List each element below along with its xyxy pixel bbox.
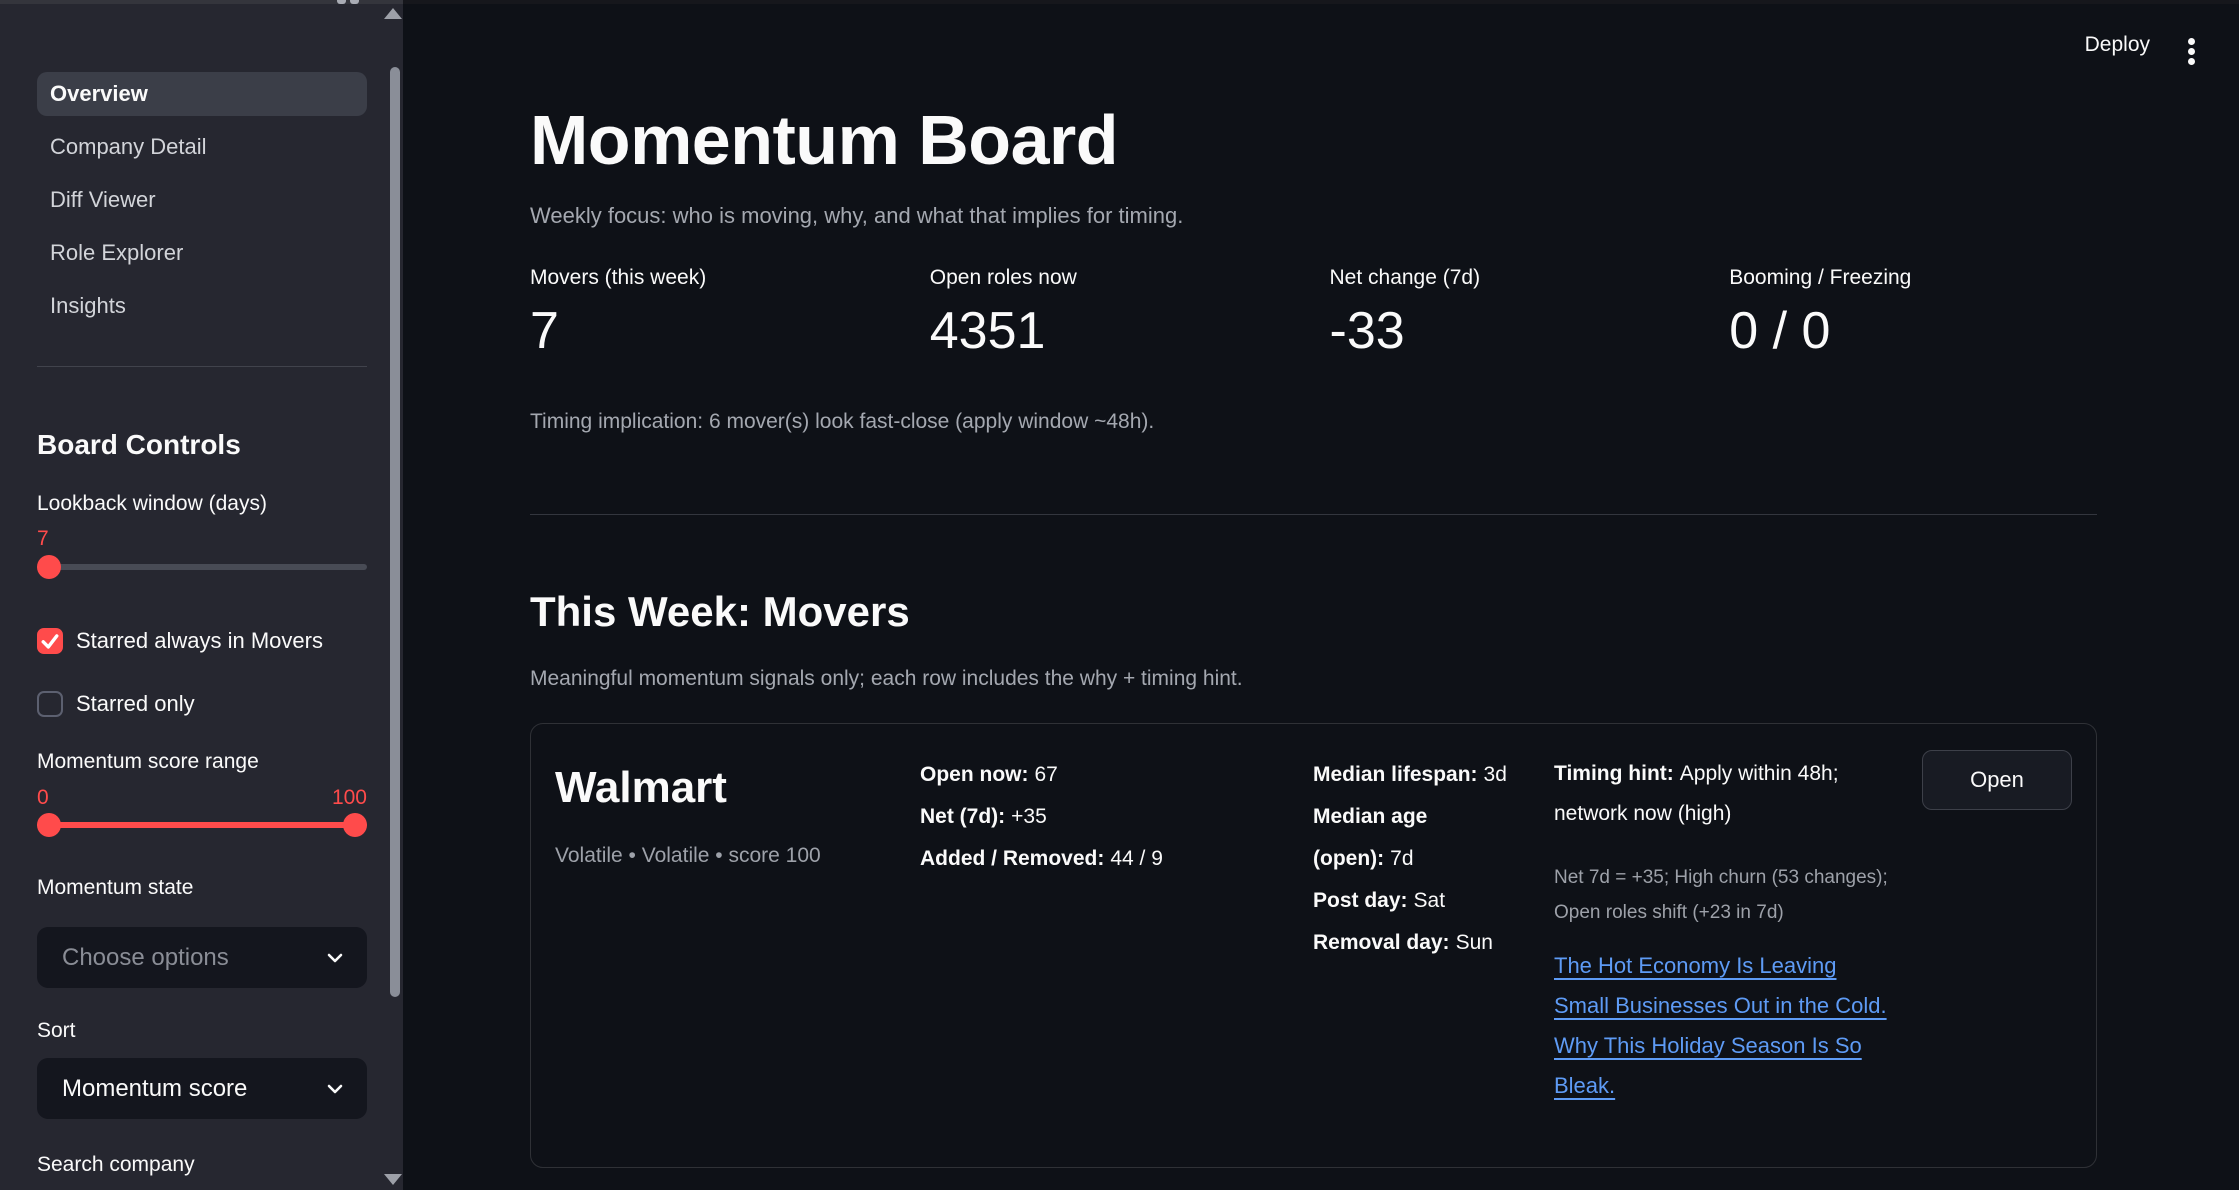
meta-label: Removal day: xyxy=(1313,931,1450,954)
metric-value: 4351 xyxy=(929,302,1046,360)
news-article-link[interactable]: The Hot Economy Is Leaving Small Busines… xyxy=(1554,953,1887,1098)
metric-value: -33 xyxy=(1329,302,1405,360)
checkbox-starred-always[interactable]: Starred always in Movers xyxy=(37,628,323,654)
sidebar-divider xyxy=(37,366,367,367)
timing-implication-note: Timing implication: 6 mover(s) look fast… xyxy=(530,410,1155,433)
movers-section-title: This Week: Movers xyxy=(530,588,910,635)
metric-open-roles: Open roles now 4351 xyxy=(930,266,1298,361)
window-top-edge xyxy=(403,0,2239,4)
stat-label: Added / Removed: xyxy=(920,847,1105,870)
sidebar-item-diff-viewer[interactable]: Diff Viewer xyxy=(50,187,156,212)
stat-net-7d: Net (7d): +35 xyxy=(920,796,1288,838)
timing-hint-label: Timing hint: xyxy=(1554,762,1674,785)
meta-median-age: Median age (open): 7d xyxy=(1313,796,1529,880)
metric-label: Booming / Freezing xyxy=(1729,266,1912,289)
checkbox-box[interactable] xyxy=(37,628,63,654)
metric-value: 7 xyxy=(530,302,559,360)
company-name: Walmart xyxy=(555,763,727,812)
sort-label: Sort xyxy=(37,1019,76,1042)
timing-hint: Timing hint: Apply within 48h; network no… xyxy=(1554,754,1894,834)
meta-value: 7d xyxy=(1390,847,1414,870)
stat-added-removed: Added / Removed: 44 / 9 xyxy=(920,838,1288,880)
meta-label: Median age (open): xyxy=(1313,805,1428,870)
chevron-down-icon xyxy=(327,1084,343,1093)
metric-value: 0 / 0 xyxy=(1729,302,1831,360)
mover-card-stats-col: Open now: 67 Net (7d): +35 Added / Removed… xyxy=(920,748,1288,1143)
sort-select[interactable]: Momentum score xyxy=(37,1058,367,1119)
checkbox-label: Starred only xyxy=(76,691,195,716)
score-range-min: 0 xyxy=(37,786,49,809)
checkbox-label: Starred always in Movers xyxy=(76,628,323,653)
score-range-max: 100 xyxy=(331,786,367,809)
lookback-slider-track[interactable] xyxy=(37,564,367,570)
page-subtitle: Weekly focus: who is moving, why, and wh… xyxy=(530,203,1184,228)
sidebar-nav: Overview Company Detail Diff Viewer Role… xyxy=(37,72,367,337)
search-company-label: Search company xyxy=(37,1153,195,1176)
score-range-track[interactable] xyxy=(37,822,367,828)
score-range-thumb-max[interactable] xyxy=(343,813,367,837)
stat-open-now: Open now: 67 xyxy=(920,754,1288,796)
meta-value: 3d xyxy=(1483,763,1507,786)
mover-card-timing-col: Timing hint: Apply within 48h; network no… xyxy=(1554,748,1894,1143)
sidebar-item-company-detail[interactable]: Company Detail xyxy=(50,134,207,159)
metric-label: Movers (this week) xyxy=(530,266,707,289)
momentum-state-placeholder: Choose options xyxy=(62,943,229,971)
stat-value: 67 xyxy=(1034,763,1058,786)
metric-movers: Movers (this week) 7 xyxy=(530,266,898,361)
stat-label: Open now: xyxy=(920,763,1029,786)
meta-removal-day: Removal day: Sun xyxy=(1313,922,1529,964)
sidebar: Overview Company Detail Diff Viewer Role… xyxy=(0,0,403,1190)
score-range-thumb-min[interactable] xyxy=(37,813,61,837)
sidebar-item-overview[interactable]: Overview xyxy=(37,72,367,116)
section-divider xyxy=(530,514,2097,515)
mover-card-company-col: Walmart Volatile • Volatile • score 100 xyxy=(555,748,895,1143)
checkbox-starred-only[interactable]: Starred only xyxy=(37,691,195,717)
chevron-down-icon xyxy=(327,953,343,962)
checkbox-box[interactable] xyxy=(37,691,63,717)
meta-median-lifespan: Median lifespan: 3d xyxy=(1313,754,1529,796)
metric-net-change: Net change (7d) -33 xyxy=(1330,266,1698,361)
scrollbar-down-icon[interactable] xyxy=(384,1174,402,1185)
movers-section-caption: Meaningful momentum signals only; each r… xyxy=(530,667,1243,690)
meta-value: Sun xyxy=(1455,931,1493,954)
board-controls-heading: Board Controls xyxy=(37,429,241,460)
meta-post-day: Post day: Sat xyxy=(1313,880,1529,922)
score-range-label: Momentum score range xyxy=(37,750,259,773)
timing-hint-value: Apply within 48h; network now (high) xyxy=(1554,762,1839,825)
metric-label: Net change (7d) xyxy=(1329,266,1481,289)
meta-label: Median lifespan: xyxy=(1313,763,1478,786)
momentum-state-label: Momentum state xyxy=(37,876,194,899)
mover-card-meta-col: Median lifespan: 3d Median age (open): 7d … xyxy=(1313,748,1529,1143)
check-icon xyxy=(41,634,59,649)
lookback-slider-thumb[interactable] xyxy=(37,555,61,579)
lookback-value: 7 xyxy=(37,527,49,550)
sidebar-collapse-icon[interactable] xyxy=(337,0,363,5)
kebab-menu-icon[interactable] xyxy=(2186,36,2197,67)
sidebar-item-insights[interactable]: Insights xyxy=(50,293,126,318)
sort-value: Momentum score xyxy=(62,1074,248,1102)
metric-booming-freezing: Booming / Freezing 0 / 0 xyxy=(1729,266,2097,361)
open-button[interactable]: Open xyxy=(1922,750,2072,810)
stat-label: Net (7d): xyxy=(920,805,1006,828)
window-top-edge xyxy=(0,0,403,4)
stat-value: 44 / 9 xyxy=(1110,847,1163,870)
meta-label: Post day: xyxy=(1313,889,1408,912)
why-caption: Net 7d = +35; High churn (53 changes); O… xyxy=(1554,867,1888,923)
page-title: Momentum Board xyxy=(530,101,1119,179)
lookback-label: Lookback window (days) xyxy=(37,492,267,515)
sidebar-scrollbar[interactable] xyxy=(390,67,400,997)
stat-value: +35 xyxy=(1011,805,1047,828)
sidebar-item-role-explorer[interactable]: Role Explorer xyxy=(50,240,184,265)
mover-card: Walmart Volatile • Volatile • score 100 … xyxy=(530,723,2097,1168)
metric-label: Open roles now xyxy=(929,266,1077,289)
meta-value: Sat xyxy=(1413,889,1446,912)
company-tags: Volatile • Volatile • score 100 xyxy=(555,844,821,867)
momentum-state-select[interactable]: Choose options xyxy=(37,927,367,988)
deploy-button[interactable]: Deploy xyxy=(2084,33,2150,56)
scrollbar-up-icon[interactable] xyxy=(384,8,402,19)
mover-card-action-col: Open xyxy=(1919,748,2072,1143)
metrics-row: Movers (this week) 7 Open roles now 4351… xyxy=(530,266,2097,361)
